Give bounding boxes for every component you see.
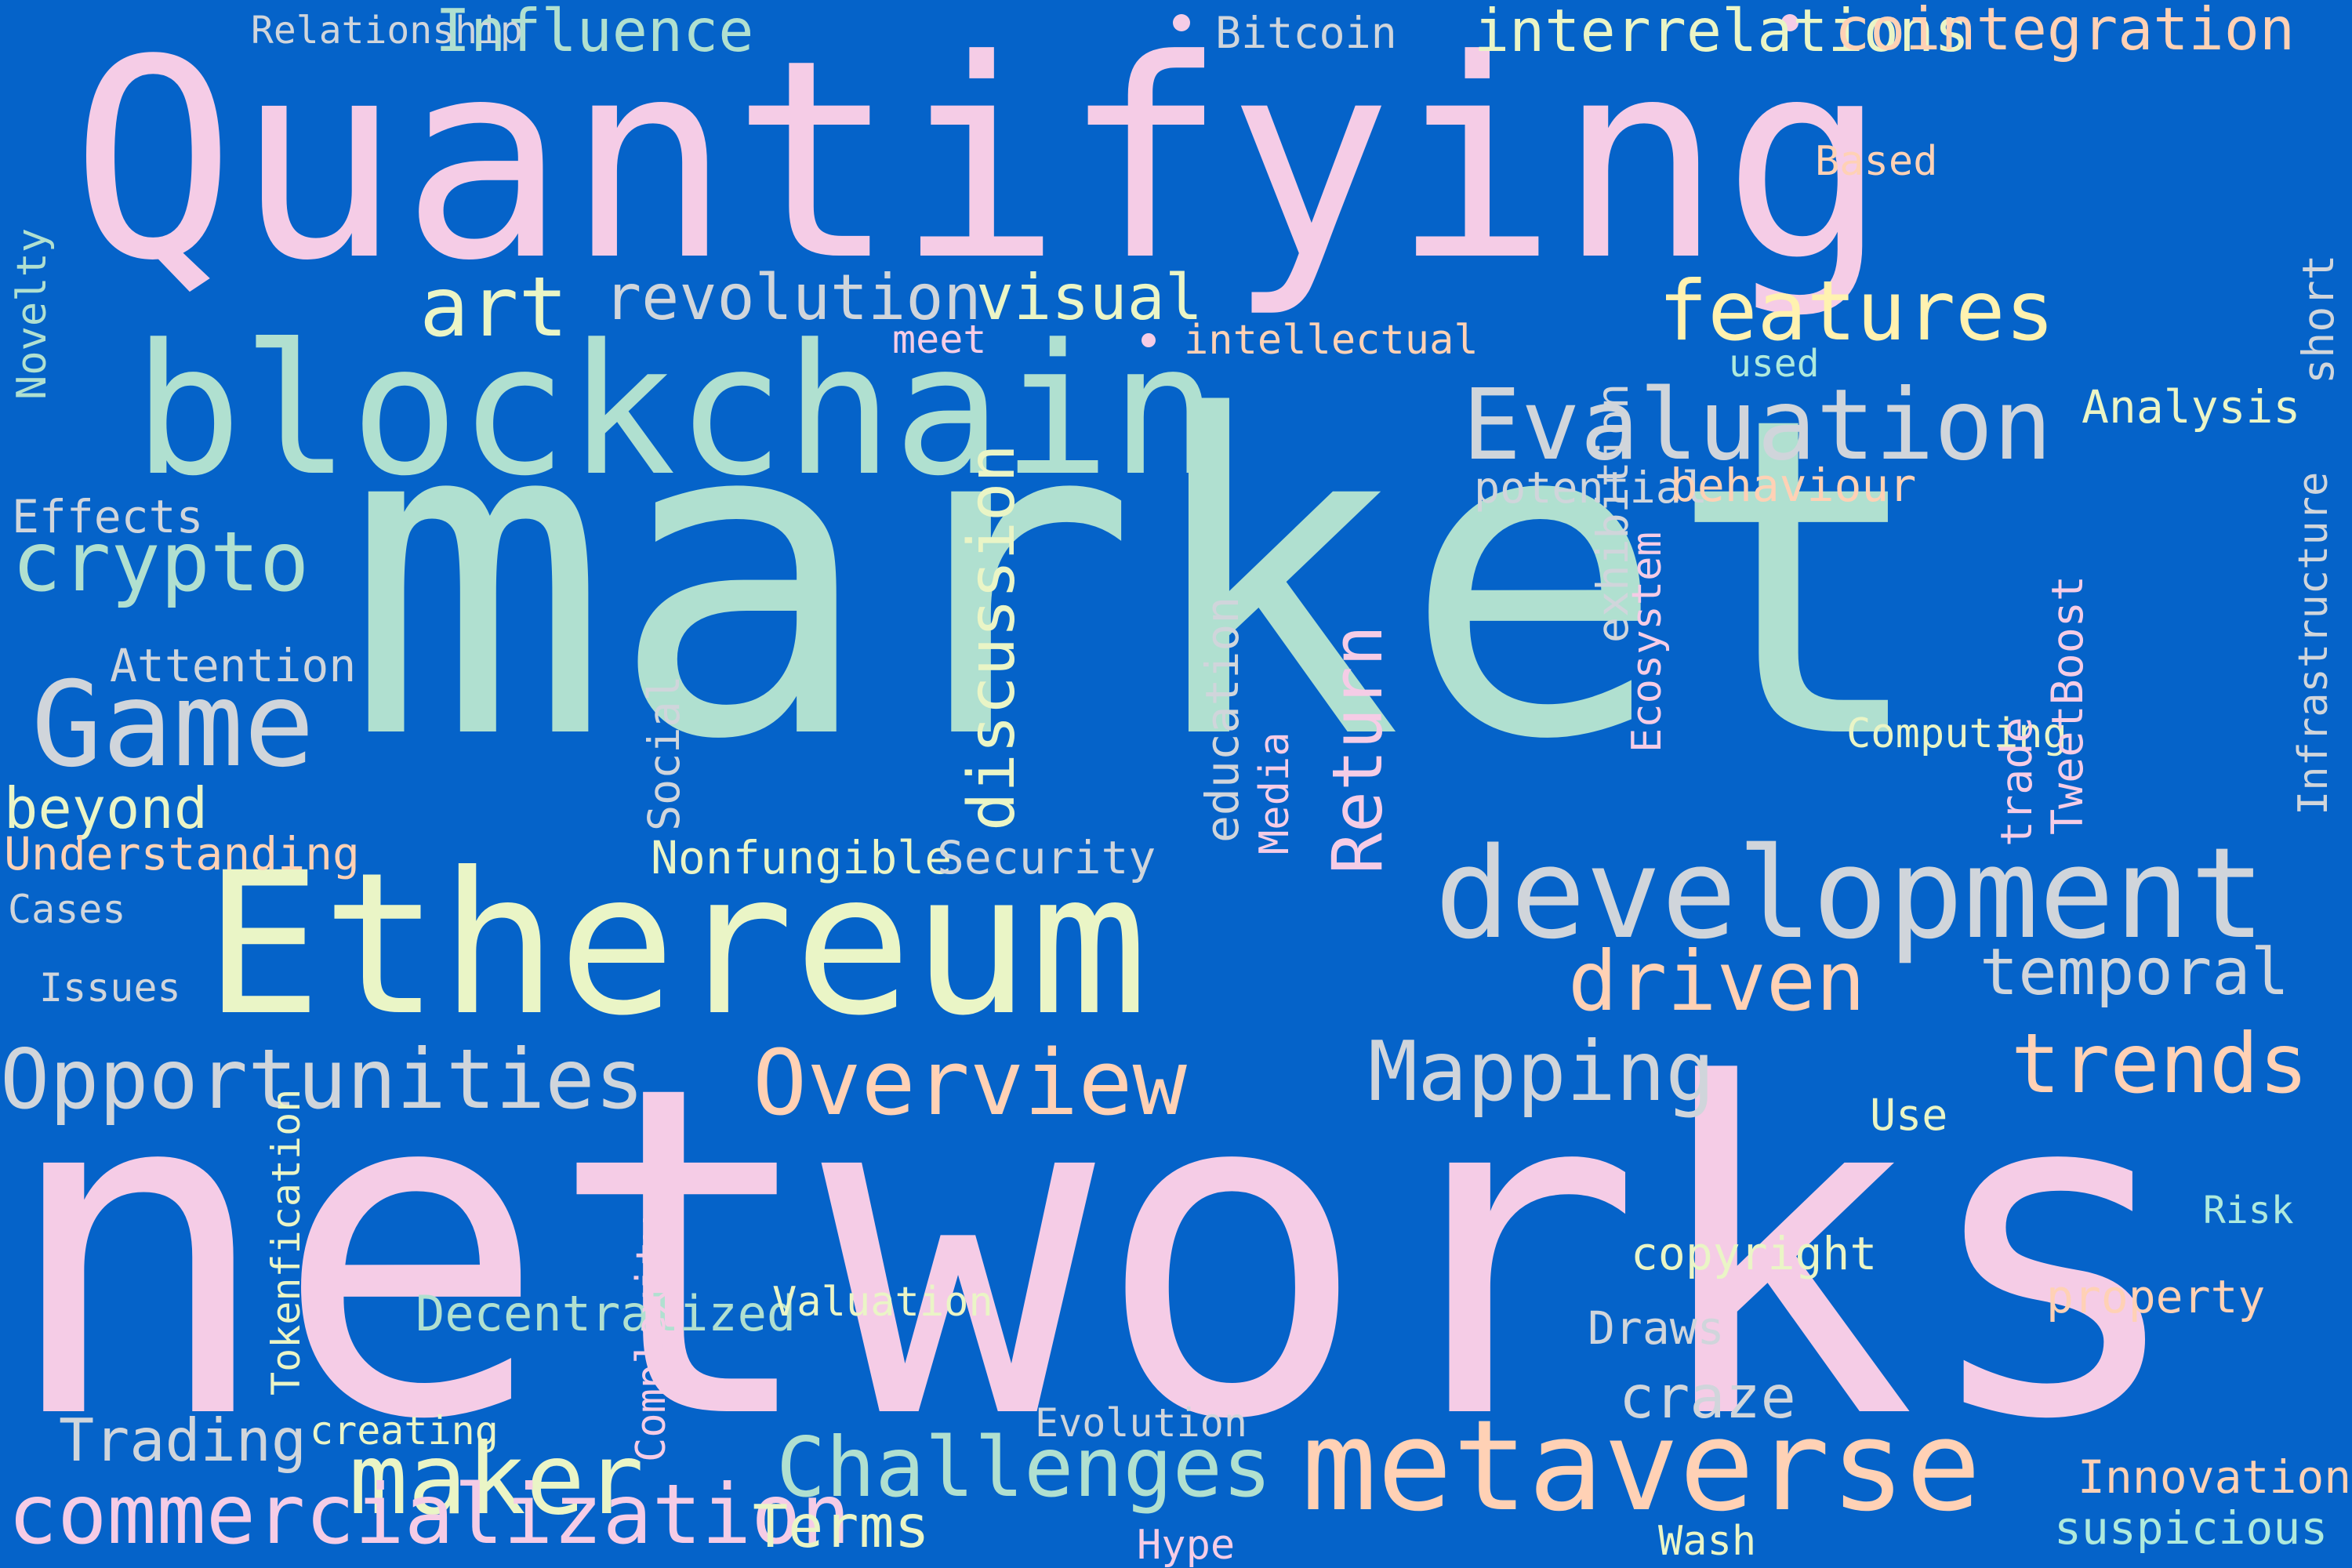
word-social: Trading: [59, 1406, 307, 1475]
word-exhibition: Evolution: [1035, 1400, 1247, 1446]
word-craze: Issues: [39, 965, 181, 1011]
word-terms: Risk: [2203, 1189, 2294, 1232]
word-property: TweetBoost: [2042, 575, 2092, 835]
word-challenges: Challenges: [776, 1420, 1272, 1515]
word-discussion: Complexity: [628, 1216, 675, 1462]
word-cointegration: Influence: [435, 0, 754, 65]
word-trade: commercialization: [8, 1467, 851, 1563]
word-attention: Analysis: [2082, 380, 2301, 434]
word-revolution: Return: [1317, 625, 1398, 874]
word-based: Bitcoin: [1215, 8, 1397, 58]
word-used: Based: [1815, 138, 1938, 185]
word-evolution: Nonfungible: [651, 831, 953, 884]
word-meet: Relationship: [251, 9, 523, 53]
word-hype: copyright: [1631, 1227, 1878, 1280]
word-complexity: suspicious: [2054, 1501, 2328, 1555]
word-tweetboost: Terms: [753, 1492, 930, 1561]
word-visual: discussion: [955, 444, 1029, 831]
word-security: education: [1196, 596, 1249, 843]
dot-1: [1173, 14, 1190, 31]
word-media: craze: [1619, 1363, 1796, 1432]
word-maker: maker: [349, 1423, 644, 1537]
word-tokenfication: Wash: [1658, 1518, 1757, 1565]
word-development: development: [1435, 820, 2266, 967]
word-trading: Understanding: [4, 827, 360, 880]
word-ecosystem: Innovation: [2078, 1450, 2352, 1504]
word-draws: Computing: [1846, 710, 2067, 757]
word-crypto: crypto: [12, 514, 310, 610]
word-market: market: [345, 325, 1931, 836]
dot-3: [1142, 333, 1156, 347]
word-innovation: Security: [937, 831, 1156, 884]
word-understanding: behaviour: [1670, 459, 1917, 512]
word-potential: meet: [892, 317, 987, 362]
word-game: Game: [31, 657, 315, 793]
word-cases: Effects: [12, 490, 204, 543]
word-short: Valuation: [772, 1279, 993, 1326]
word-driven: driven: [1568, 934, 1866, 1029]
word-intellectual: Novelty: [9, 227, 56, 400]
word-relationship: cointegration: [1835, 0, 2295, 64]
word-computing: Media: [1251, 731, 1298, 855]
word-temporal: temporal: [1980, 935, 2289, 1010]
word-effects: used: [1729, 342, 1820, 386]
word-quantifying: Quantifying: [71, 1, 1888, 321]
word-evaluation: Evaluation: [1462, 368, 2053, 482]
word-infrastructure: Hype: [1137, 1522, 1236, 1568]
word-metaverse: metaverse: [1301, 1392, 1981, 1539]
word-return: Draws: [1588, 1301, 1725, 1355]
word-influence: revolution: [604, 261, 982, 334]
word-art: art: [419, 260, 568, 355]
word-beyond: potential: [1474, 463, 1708, 513]
word-wash: property: [2046, 1270, 2266, 1323]
word-suspicious: Tokenfication: [263, 1088, 309, 1396]
word-overview: Overview: [753, 1031, 1187, 1136]
word-ethereum: Ethereum: [204, 830, 1149, 1058]
word-analysis: short: [2293, 254, 2343, 384]
word-decentralized: Infrastructure: [2290, 471, 2337, 815]
word-education: creating: [310, 1408, 499, 1454]
word-valuation: beyond: [4, 775, 209, 841]
word-risk: Ecosystem: [1624, 532, 1671, 753]
word-nonfungible: Social: [639, 675, 689, 831]
word-bitcoin: interrelations: [1474, 0, 1970, 65]
word-creating: Cases: [8, 887, 126, 932]
word-features: features: [1658, 263, 2055, 359]
dot-2: [1781, 14, 1798, 31]
word-issues: Attention: [110, 639, 357, 692]
word-opportunities: Opportunities: [0, 1032, 644, 1127]
word-novelty: Decentralized: [416, 1285, 797, 1342]
word-mapping: Mapping: [1368, 1024, 1715, 1120]
word-commercialization: Use: [1870, 1090, 1948, 1140]
word-interrelations: visual: [976, 261, 1203, 334]
word-blockchain: blockchain: [133, 307, 1219, 516]
word-trends: trends: [2011, 1016, 2309, 1112]
word-copyright: trade: [1991, 717, 2042, 847]
word-networks: networks: [0, 989, 2190, 1519]
word-behaviour: intellectual: [1184, 317, 1479, 364]
